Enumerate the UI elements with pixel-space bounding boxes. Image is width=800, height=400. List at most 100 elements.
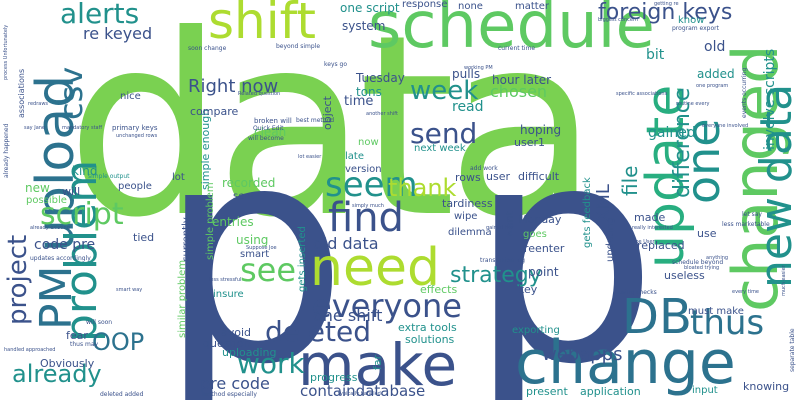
word-read: read xyxy=(452,100,484,114)
word-getting-re: getting re xyxy=(654,2,679,7)
word-version: version xyxy=(345,165,382,175)
word-separate-table: separate table xyxy=(790,328,796,372)
word-uploading: uploading xyxy=(222,347,276,358)
word-gained: gained xyxy=(648,126,696,140)
word-DB: DB xyxy=(622,293,692,341)
word-updates-accordingly: updates accordingly xyxy=(30,256,91,262)
word-Tuesday: Tuesday xyxy=(356,72,405,84)
word-re-keyed: re keyed xyxy=(83,26,152,42)
word-late: late xyxy=(345,152,364,162)
word-solutions: solutions xyxy=(405,334,454,345)
word-goes: goes xyxy=(523,230,547,240)
word-Monday: Monday xyxy=(518,214,561,225)
word-old-data: old data xyxy=(313,236,379,252)
word-simple-enough: simple enough xyxy=(200,109,211,190)
word-reenter: reenter xyxy=(524,243,564,254)
word-csv: csv xyxy=(55,67,87,120)
word-knowing: knowing xyxy=(743,381,789,392)
word-Obviously: Obviously xyxy=(40,358,94,369)
word-say-Jane: say Jane xyxy=(24,126,45,131)
word-one-shift: one shift xyxy=(313,308,382,324)
word-entries: entries xyxy=(212,216,254,228)
word-gets-inserted: gets inserted xyxy=(298,226,308,292)
word-now: now xyxy=(358,138,379,148)
word-already-happened: already happened xyxy=(4,124,10,178)
word-routine-every: routine every xyxy=(676,102,709,107)
word-gained-two: gained two xyxy=(486,226,514,231)
word-application: application xyxy=(580,386,641,397)
word-sent: sent xyxy=(233,192,255,202)
word-redraws: redraws xyxy=(28,102,48,107)
word-smart: smart xyxy=(240,250,269,260)
word-OOP: OOP xyxy=(92,330,144,354)
word-bit: bit xyxy=(646,48,664,62)
word-far: far xyxy=(372,355,383,370)
word-working-PM: working PM xyxy=(464,66,493,71)
word-progress: progress xyxy=(310,372,358,383)
word-useless: useless xyxy=(664,270,705,281)
word-similar-problem: similar problem xyxy=(178,260,188,338)
word-one-program: one program xyxy=(696,84,728,89)
word-hour-later: hour later xyxy=(492,74,551,86)
word-one-script: one script xyxy=(340,2,400,14)
word-none: none xyxy=(458,2,483,12)
word-pre-code: pre code xyxy=(200,376,270,392)
word-mandatory-staff: mandatory staff xyxy=(62,126,102,131)
word-current-time: current time xyxy=(498,46,535,52)
word-typically-handled: typically handled xyxy=(338,392,381,397)
word-fear: fear xyxy=(66,330,88,341)
word-XML: XML xyxy=(595,184,613,222)
word-smart-way: smart way xyxy=(116,288,142,293)
word-less-stressful: less stressful xyxy=(209,278,241,283)
word-wipe: wipe xyxy=(454,212,477,222)
word-keys-go: keys go xyxy=(324,62,347,68)
word-added: added xyxy=(697,68,735,80)
word-will-become: will become xyxy=(248,136,284,142)
word-system: system xyxy=(342,20,385,32)
word-events-occurring: events occurring xyxy=(742,68,748,118)
word-hoping: hoping xyxy=(520,124,561,136)
word-Suppose-Joe: Suppose Joe xyxy=(246,246,277,251)
word-next-week: next week xyxy=(414,144,466,154)
word-point: point xyxy=(528,266,559,278)
word-effects: effects xyxy=(420,284,457,295)
word-recorded: recorded xyxy=(222,177,275,189)
word-currently: currently xyxy=(182,217,192,262)
word-Related-question: Related question xyxy=(238,92,280,97)
word-updating: updating xyxy=(606,217,616,262)
word-soon-change: soon change xyxy=(188,46,226,52)
word-user1: user1 xyxy=(514,137,545,148)
word-tardiness: tardiness xyxy=(442,198,493,209)
word-deleted-added: deleted added xyxy=(100,392,143,398)
word-another-shift: another shift xyxy=(366,112,398,117)
word-compare: compare xyxy=(190,106,238,117)
word-anything: anything xyxy=(706,256,728,261)
word-matter: matter xyxy=(515,2,549,12)
word-webapps: webapps xyxy=(542,346,622,364)
word-tied: tied xyxy=(133,232,154,243)
word-let-say: let say xyxy=(742,212,762,218)
word-file: file xyxy=(620,166,640,196)
word-broken-will: broken will xyxy=(254,118,292,125)
word-insure: insure xyxy=(213,290,244,300)
word-extra-tools: extra tools xyxy=(398,322,457,333)
word-much-easier: much easier xyxy=(782,265,787,296)
word-must-make: must make xyxy=(688,307,744,317)
word-using-checks: using checks xyxy=(618,290,657,296)
word-already-existing: already existing xyxy=(30,226,70,231)
word-program-export: program export xyxy=(672,26,719,32)
word-rows: rows xyxy=(455,172,481,183)
word-gets-feedback: gets feedback xyxy=(583,177,593,248)
word-PM: PM xyxy=(35,266,79,331)
word-transaction-log: transaction log xyxy=(480,258,525,264)
word-method-especially: method especially xyxy=(202,392,257,398)
word-every-time: every time xyxy=(732,290,759,295)
word-old: old xyxy=(704,40,725,54)
word-new: new xyxy=(25,182,50,194)
word-response: response xyxy=(402,0,447,10)
word-Joe-User: Joe User xyxy=(634,240,655,245)
word-simple-output: simple output xyxy=(88,174,130,180)
word-input: input xyxy=(692,386,718,396)
word-will-soon: will soon xyxy=(86,320,112,326)
